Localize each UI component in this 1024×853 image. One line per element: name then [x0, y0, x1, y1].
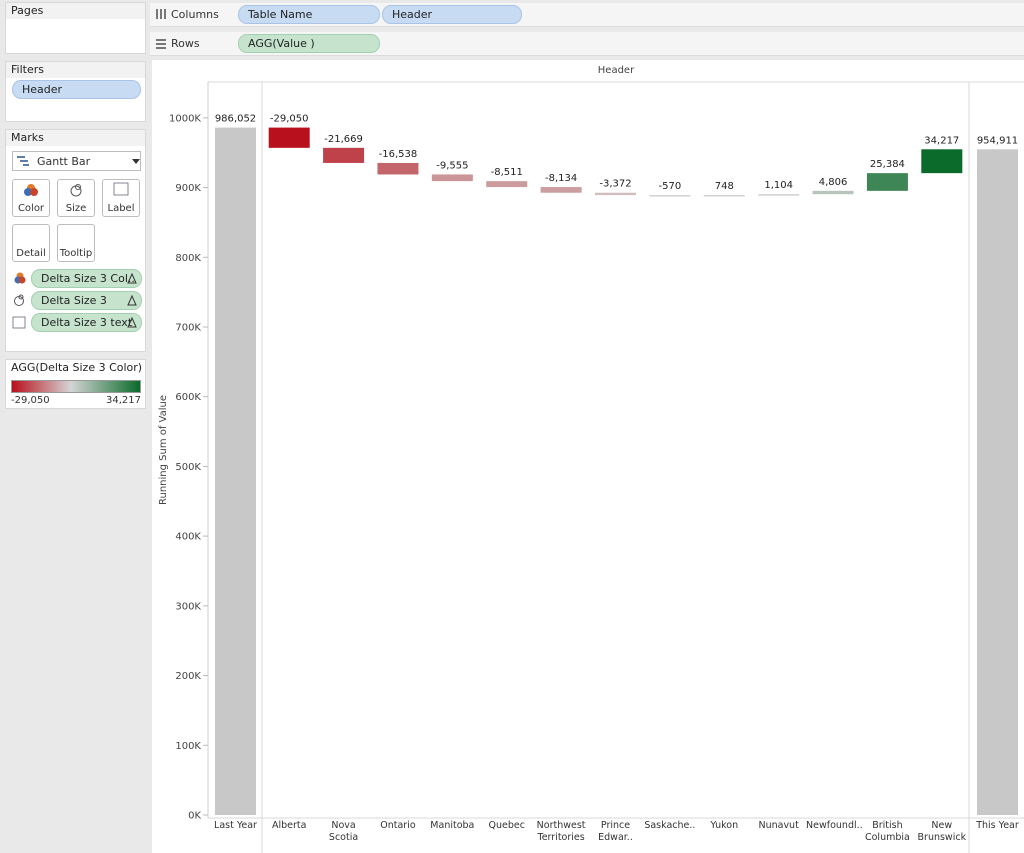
value-label: 25,384: [870, 159, 905, 170]
filters-card: Filters Header: [5, 61, 146, 122]
value-label: -570: [659, 181, 682, 192]
delta-bar: [268, 127, 310, 148]
color-legend-min: -29,050: [11, 395, 50, 406]
value-label: -9,555: [436, 160, 468, 171]
y-tick-label: 300K: [175, 601, 201, 612]
y-tick-label: 600K: [175, 392, 201, 403]
y-tick-label: 500K: [175, 462, 201, 473]
value-label: -3,372: [599, 179, 631, 190]
delta-bar: [486, 181, 528, 188]
delta-bar: [703, 194, 745, 197]
columns-label: Columns: [171, 8, 219, 21]
delta-bar: [921, 149, 963, 174]
value-label: -8,134: [545, 173, 577, 184]
color-legend-gradient: [11, 380, 141, 393]
marks-pill[interactable]: Delta Size 3 text: [31, 313, 142, 332]
tooltip-button[interactable]: Tooltip: [57, 224, 95, 262]
y-tick-label: 100K: [175, 741, 201, 752]
x-tick-label: Prince Edwar..: [598, 820, 633, 843]
delta-bar: [649, 195, 691, 197]
x-tick-label: Quebec: [488, 820, 525, 831]
y-tick-label: 800K: [175, 253, 201, 264]
rows-icon: [156, 39, 166, 49]
delta-bar: [758, 194, 800, 196]
rows-label: Rows: [171, 37, 200, 50]
x-tick-label: Newfoundl..: [806, 820, 863, 831]
filters-title: Filters: [6, 62, 145, 78]
button-icons: [24, 182, 129, 197]
y-tick-label: 0K: [188, 811, 201, 822]
marks-card: Marks Gantt Bar Color Size Label Detail …: [5, 129, 146, 352]
x-tick-label: Saskache..: [644, 820, 696, 831]
y-tick-label: 900K: [175, 183, 201, 194]
marks-pill[interactable]: Delta Size 3: [31, 291, 142, 310]
row-pill[interactable]: AGG(Value ): [238, 34, 380, 53]
pages-title: Pages: [6, 3, 145, 19]
pill-icons: [12, 272, 137, 329]
filter-pill[interactable]: Header: [12, 80, 141, 99]
color-button[interactable]: Color: [12, 179, 50, 217]
value-label: 34,217: [924, 135, 959, 146]
x-tick-label: This Year: [976, 820, 1019, 831]
delta-bar: [540, 187, 582, 193]
color-legend-max: 34,217: [106, 395, 141, 406]
rows-shelf: Rows AGG(Value ): [150, 32, 1024, 56]
value-label: -21,669: [324, 134, 363, 145]
columns-shelf: Columns Table Name Header: [150, 3, 1024, 27]
pages-card: Pages: [5, 2, 146, 54]
total-bar: [977, 149, 1018, 815]
delta-bar: [431, 174, 473, 182]
column-pill[interactable]: Table Name: [238, 5, 380, 24]
delta-bar: [812, 190, 854, 195]
y-tick-label: 1000K: [169, 113, 201, 124]
x-tick-label: Nova Scotia: [328, 820, 359, 843]
value-label: -16,538: [379, 149, 418, 160]
detail-button[interactable]: Detail: [12, 224, 50, 262]
x-tick-label: Ontario: [380, 820, 416, 831]
color-legend-title: AGG(Delta Size 3 Color): [6, 360, 145, 376]
marks-title: Marks: [6, 130, 145, 146]
column-pill[interactable]: Header: [382, 5, 522, 24]
x-tick-label: Nunavut: [758, 820, 799, 831]
delta-bar: [866, 173, 908, 191]
y-tick-label: 200K: [175, 671, 201, 682]
value-label: 1,104: [764, 180, 793, 191]
delta-bar: [323, 147, 365, 163]
chart-background: [152, 60, 1024, 853]
x-tick-label: Last Year: [214, 820, 257, 831]
pane-borders: [208, 81, 1024, 853]
value-label: 748: [715, 181, 734, 192]
dropdown-icons: [17, 156, 140, 166]
x-tick-label: Alberta: [271, 820, 307, 831]
x-tick-label: Northwest Territories: [536, 820, 586, 843]
color-legend-card: AGG(Delta Size 3 Color) -29,050 34,217: [5, 359, 146, 409]
x-tick-label: Manitoba: [430, 820, 475, 831]
value-label: -8,511: [491, 167, 523, 178]
value-label: 954,911: [977, 135, 1018, 146]
label-button[interactable]: Label: [102, 179, 140, 217]
total-bar: [215, 127, 256, 816]
delta-bar: [595, 192, 636, 196]
mark-type-dropdown[interactable]: Gantt Bar: [12, 151, 141, 171]
x-tick-label: British Columbia: [864, 820, 910, 843]
value-label: -29,050: [270, 114, 309, 125]
columns-icon: [156, 9, 166, 19]
y-axis-title: Running Sum of Value: [158, 395, 169, 505]
y-tick-label: 400K: [175, 532, 201, 543]
value-label: 4,806: [819, 177, 848, 188]
value-label: 986,052: [215, 114, 256, 125]
marks-pill[interactable]: Delta Size 3 Col..: [31, 269, 142, 288]
pane-header: Header: [598, 65, 635, 76]
x-tick-label: New Brunswick: [917, 820, 967, 843]
delta-bar: [377, 162, 419, 175]
y-tick-label: 700K: [175, 323, 201, 334]
x-tick-label: Yukon: [710, 820, 739, 831]
